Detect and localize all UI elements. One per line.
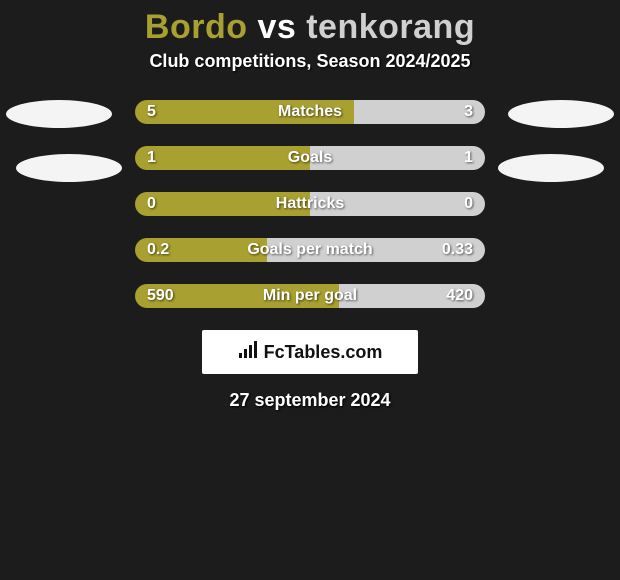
player-badge-left	[6, 100, 112, 128]
stat-row: 0 0 Hattricks	[135, 192, 485, 216]
stat-label: Hattricks	[276, 192, 344, 216]
stat-value-left: 590	[147, 284, 174, 308]
stat-value-right: 3	[464, 100, 473, 124]
player-badge-right	[508, 100, 614, 128]
stat-value-left: 1	[147, 146, 156, 170]
player-badge-right	[498, 154, 604, 182]
stat-label: Goals per match	[247, 238, 372, 262]
brand-badge: FcTables.com	[202, 330, 418, 374]
title-vs: vs	[257, 8, 296, 46]
title-player2: tenkorang	[306, 8, 475, 46]
stat-value-left: 5	[147, 100, 156, 124]
brand-text: FcTables.com	[264, 342, 383, 363]
stat-row: 1 1 Goals	[135, 146, 485, 170]
comparison-title: Bordo vs tenkorang	[0, 0, 620, 47]
stat-row: 590 420 Min per goal	[135, 284, 485, 308]
stat-value-right: 0.33	[442, 238, 473, 262]
stat-bar-left	[135, 146, 310, 170]
stat-value-left: 0.2	[147, 238, 169, 262]
stat-label: Matches	[278, 100, 342, 124]
subtitle: Club competitions, Season 2024/2025	[0, 51, 620, 72]
title-player1: Bordo	[145, 8, 248, 46]
stat-bar-right	[310, 146, 485, 170]
stat-value-right: 0	[464, 192, 473, 216]
stat-value-left: 0	[147, 192, 156, 216]
stat-label: Min per goal	[263, 284, 357, 308]
stat-row: 0.2 0.33 Goals per match	[135, 238, 485, 262]
stat-bars: 5 3 Matches 1 1 Goals 0 0 Hattricks 0.2 0.33 Goals …	[135, 100, 485, 308]
date: 27 september 2024	[0, 390, 620, 411]
stat-value-right: 420	[446, 284, 473, 308]
stat-label: Goals	[288, 146, 332, 170]
stat-value-right: 1	[464, 146, 473, 170]
stat-row: 5 3 Matches	[135, 100, 485, 124]
player-badge-left	[16, 154, 122, 182]
stats-panel: 5 3 Matches 1 1 Goals 0 0 Hattricks 0.2 0.33 Goals …	[0, 100, 620, 411]
brand-chart-icon	[238, 341, 260, 364]
